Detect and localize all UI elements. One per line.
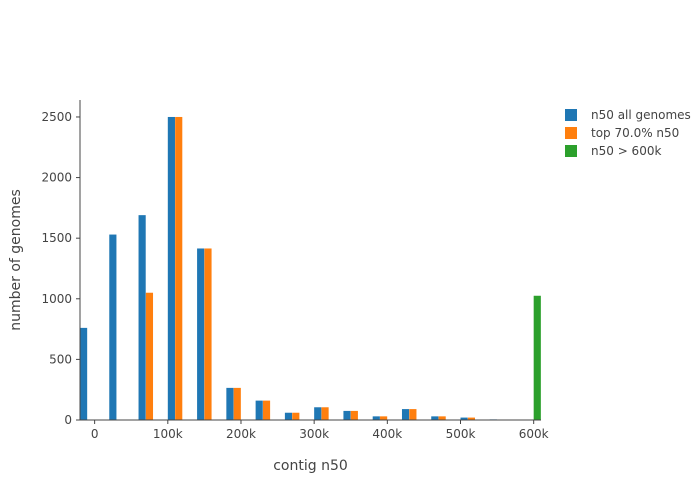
bar-all-genomes (431, 416, 439, 420)
bar-all-genomes (343, 410, 351, 420)
bar-top-n50 (321, 407, 329, 420)
bar-all-genomes (401, 409, 410, 420)
bar-top-n50 (204, 248, 212, 420)
bar-all-genomes (255, 400, 263, 420)
bar-n50-over-600k (533, 295, 541, 420)
legend-swatch (565, 109, 577, 121)
bar-all-genomes (314, 407, 322, 420)
bar-all-genomes (372, 416, 380, 420)
bar-top-n50 (380, 416, 388, 420)
bar-top-n50 (262, 400, 271, 420)
legend-label: top 70.0% n50 (591, 126, 679, 140)
bar-top-n50 (438, 416, 446, 420)
bar-top-n50 (233, 387, 241, 420)
x-tick-label: 100k (153, 427, 183, 441)
x-tick-label: 300k (299, 427, 329, 441)
legend-swatch (565, 127, 577, 139)
legend-swatch (565, 145, 577, 157)
x-tick-label: 500k (446, 427, 476, 441)
bar-top-n50 (467, 417, 475, 420)
bar-all-genomes (460, 417, 468, 420)
bar-all-genomes (197, 248, 205, 420)
bar-all-genomes (109, 234, 117, 420)
y-tick-label: 1000 (41, 292, 72, 306)
x-axis-title: contig n50 (273, 458, 348, 474)
y-tick-label: 2500 (41, 110, 72, 124)
y-tick-label: 0 (64, 413, 72, 427)
bars-layer (80, 116, 541, 420)
x-tick-label: 200k (226, 427, 256, 441)
bar-top-n50 (409, 409, 417, 420)
legend-label: n50 > 600k (591, 144, 661, 158)
ticks-layer: 0 100k 200k 300k 400k 500k 600k 0 500 1000 1500 200… (41, 110, 548, 441)
bar-all-genomes (226, 387, 234, 420)
legend-item[interactable]: n50 all genomes (565, 108, 691, 122)
bar-top-n50 (175, 116, 183, 420)
x-tick-label: 400k (372, 427, 402, 441)
y-tick-label: 500 (49, 352, 72, 366)
legend-label: n50 all genomes (591, 108, 691, 122)
legend-item[interactable]: n50 > 600k (565, 144, 661, 158)
axes-layer (79, 100, 541, 421)
bar-all-genomes (80, 327, 88, 420)
y-axis-title: number of genomes (8, 189, 24, 331)
legend[interactable]: n50 all genomes top 70.0% n50 n50 > 600k (565, 108, 691, 158)
bar-all-genomes (167, 116, 175, 420)
x-tick-label: 600k (519, 427, 549, 441)
bar-top-n50 (292, 412, 300, 420)
bar-all-genomes (284, 412, 293, 420)
bar-top-n50 (350, 410, 358, 420)
y-tick-label: 1500 (41, 231, 72, 245)
legend-item[interactable]: top 70.0% n50 (565, 126, 679, 140)
x-tick-label: 0 (91, 427, 99, 441)
y-tick-label: 2000 (41, 171, 72, 185)
bar-top-n50 (145, 292, 154, 420)
bar-all-genomes (138, 215, 146, 420)
